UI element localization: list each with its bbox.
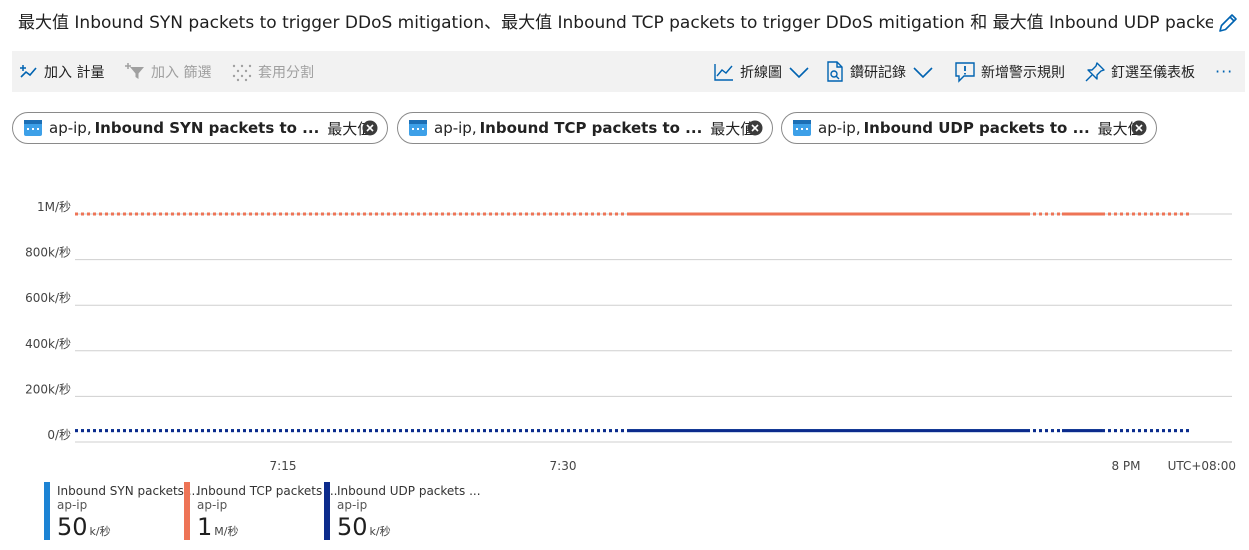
public-ip-icon bbox=[409, 120, 427, 136]
drill-logs-label: 鑽研記錄 bbox=[850, 64, 906, 81]
legend-value: 50 bbox=[57, 513, 88, 541]
legend-resource: ap-ip bbox=[337, 498, 368, 512]
x-tick-label: 7:15 bbox=[270, 459, 297, 473]
remove-metric-icon[interactable] bbox=[747, 120, 763, 136]
y-tick-label: 800k/秒 bbox=[25, 246, 71, 260]
apply-split-button[interactable]: 套用分割 bbox=[231, 51, 314, 92]
legend-value-block: 50 k/秒 bbox=[57, 513, 111, 546]
line-chart-label: 折線圖 bbox=[740, 64, 782, 81]
legend-series-name: Inbound UDP packets ... bbox=[337, 484, 481, 498]
legend-unit: k/秒 bbox=[89, 525, 111, 538]
metric-pill-syn[interactable]: ap-ip, Inbound SYN packets to ... 最大值 bbox=[12, 112, 388, 144]
y-tick-label: 600k/秒 bbox=[25, 291, 71, 305]
add-metric-icon bbox=[20, 64, 37, 78]
line-chart-icon bbox=[714, 63, 733, 81]
legend-series-name: Inbound SYN packets ... bbox=[57, 484, 200, 498]
pill-aggregation: 最大值 bbox=[710, 119, 756, 138]
legend-item-tcp[interactable]: Inbound TCP packets ... ap-ip 1 M/秒 bbox=[184, 482, 338, 541]
legend-value-block: 1 M/秒 bbox=[197, 513, 238, 546]
legend-value: 50 bbox=[337, 513, 368, 541]
legend-value: 1 bbox=[197, 513, 213, 541]
legend-unit: M/秒 bbox=[214, 525, 239, 538]
pill-metric: Inbound SYN packets to ... bbox=[94, 119, 320, 137]
pill-metric: Inbound TCP packets to ... bbox=[479, 119, 703, 137]
legend-color-bar bbox=[324, 482, 330, 540]
pill-aggregation: 最大值 bbox=[1097, 119, 1143, 138]
pin-dashboard-label: 釘選至儀表板 bbox=[1111, 64, 1195, 81]
line-chart-dropdown[interactable]: 折線圖 bbox=[713, 51, 810, 92]
add-metric-label: 加入 計量 bbox=[44, 64, 105, 81]
legend-item-udp[interactable]: Inbound UDP packets ... ap-ip 50 k/秒 bbox=[324, 482, 481, 541]
x-tick-label: 7:30 bbox=[550, 459, 577, 473]
remove-metric-icon[interactable] bbox=[1131, 120, 1147, 136]
chevron-down-icon bbox=[913, 66, 933, 78]
pill-resource: ap-ip, bbox=[818, 119, 861, 137]
public-ip-icon bbox=[793, 120, 811, 136]
pill-resource: ap-ip, bbox=[49, 119, 92, 137]
timezone-label: UTC+08:00 bbox=[1168, 459, 1236, 473]
legend-series-name: Inbound TCP packets ... bbox=[197, 484, 338, 498]
edit-title-icon[interactable] bbox=[1216, 11, 1240, 35]
metric-pill-udp[interactable]: ap-ip, Inbound UDP packets to ... 最大值 bbox=[781, 112, 1157, 144]
logs-icon bbox=[827, 60, 843, 82]
pill-metric: Inbound UDP packets to ... bbox=[863, 119, 1090, 137]
more-options-button[interactable]: ··· bbox=[1215, 62, 1234, 81]
add-metric-button[interactable]: 加入 計量 bbox=[19, 51, 104, 92]
legend-color-bar bbox=[184, 482, 190, 540]
remove-metric-icon[interactable] bbox=[362, 120, 378, 136]
pill-resource: ap-ip, bbox=[434, 119, 477, 137]
pin-icon bbox=[1085, 61, 1105, 81]
split-icon bbox=[232, 64, 252, 81]
y-tick-label: 0/秒 bbox=[47, 428, 71, 442]
legend-resource: ap-ip bbox=[57, 498, 88, 512]
public-ip-icon bbox=[24, 120, 42, 136]
apply-split-label: 套用分割 bbox=[258, 64, 314, 81]
y-tick-label: 400k/秒 bbox=[25, 337, 71, 351]
filter-icon bbox=[125, 62, 144, 79]
y-tick-label: 200k/秒 bbox=[25, 382, 71, 396]
legend-resource: ap-ip bbox=[197, 498, 228, 512]
add-filter-label: 加入 篩選 bbox=[151, 64, 212, 81]
legend-value-block: 50 k/秒 bbox=[337, 513, 391, 546]
alert-icon bbox=[955, 61, 975, 83]
add-filter-button[interactable]: 加入 篩選 bbox=[124, 51, 211, 92]
chart-title: 最大值 Inbound SYN packets to trigger DDoS … bbox=[18, 13, 1213, 33]
x-tick-label: 8 PM bbox=[1111, 459, 1140, 473]
pill-aggregation: 最大值 bbox=[327, 119, 373, 138]
toolbar: 加入 計量 加入 篩選 套用分割 折線圖 bbox=[12, 51, 1245, 92]
y-tick-label: 1M/秒 bbox=[37, 200, 71, 214]
line-chart[interactable]: 1M/秒 800k/秒 600k/秒 400k/秒 200k/秒 0/秒 7:15 7:30 8… bbox=[0, 180, 1249, 480]
drill-logs-dropdown[interactable]: 鑽研記錄 bbox=[825, 51, 934, 92]
legend-unit: k/秒 bbox=[369, 525, 391, 538]
chevron-down-icon bbox=[789, 66, 809, 78]
metric-pill-tcp[interactable]: ap-ip, Inbound TCP packets to ... 最大值 bbox=[397, 112, 773, 144]
new-alert-rule-button[interactable]: 新增警示規則 bbox=[954, 51, 1065, 92]
pin-dashboard-button[interactable]: 釘選至儀表板 bbox=[1084, 51, 1195, 92]
legend-color-bar bbox=[44, 482, 50, 540]
new-alert-label: 新增警示規則 bbox=[981, 64, 1065, 81]
legend-item-syn[interactable]: Inbound SYN packets ... ap-ip 50 k/秒 bbox=[44, 482, 199, 541]
